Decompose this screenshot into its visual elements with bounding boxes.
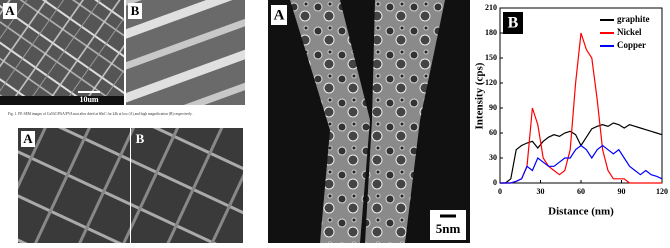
y-tick-label: 0: [493, 178, 497, 187]
figure: A B 10um Fig. 1. FE-SEM images of CuNiC/…: [0, 0, 668, 243]
x-tick-label: 0: [498, 187, 502, 196]
legend-label: Copper: [617, 40, 646, 50]
scale-label: 10um: [79, 95, 98, 104]
y-tick-label: 210: [485, 3, 497, 12]
panel-label: A: [23, 131, 33, 146]
series-line: [500, 32, 662, 184]
label-box: [3, 3, 17, 19]
panel-label: A: [5, 3, 15, 18]
series-line: [500, 144, 663, 184]
panel-label: B: [131, 3, 140, 18]
sem-image: [18, 128, 130, 243]
legend-label: Nickel: [617, 27, 642, 37]
x-tick-label: 90: [618, 187, 626, 196]
panel-label: A: [274, 7, 285, 23]
caption: Fig. 1. FE-SEM images of CuNiC/PAA/PVA m…: [8, 112, 193, 116]
x-tick-label: 30: [537, 187, 545, 196]
legend-label: graphite: [617, 14, 650, 24]
tem-fiber: [365, 0, 445, 243]
y-axis-label: Intensity (cps): [474, 62, 486, 129]
tem-fiber: [290, 0, 370, 243]
y-tick-label: 120: [485, 78, 497, 87]
label-box: [271, 5, 287, 25]
scale-label: 5nm: [436, 221, 461, 236]
y-tick-label: 30: [489, 153, 497, 162]
x-tick-label: 60: [577, 187, 585, 196]
sem-image: [0, 0, 124, 105]
label-box: [21, 131, 35, 147]
y-tick-label: 150: [485, 53, 497, 62]
label-box: [128, 3, 142, 19]
x-axis-label: Distance (nm): [548, 206, 614, 218]
chart: B Intensity (cps) Distance (nm) 0 30 60 90 1…: [474, 3, 668, 218]
info-bar: [0, 96, 124, 105]
panel-label: B: [508, 15, 519, 32]
panel-label: B: [136, 131, 145, 146]
y-tick-label: 90: [489, 103, 497, 112]
y-tick-label: 180: [485, 28, 497, 37]
sem-image: [131, 128, 243, 243]
x-tick-label: 120: [656, 187, 668, 196]
y-tick-label: 60: [489, 128, 497, 137]
label-box: [503, 12, 523, 34]
sem-image: [126, 0, 245, 105]
